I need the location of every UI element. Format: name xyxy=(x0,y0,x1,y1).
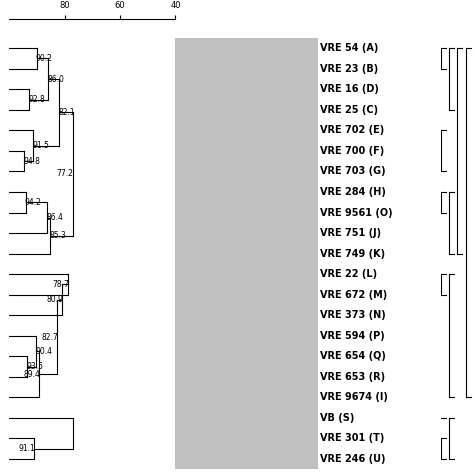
Text: VRE 702 (E): VRE 702 (E) xyxy=(320,125,384,136)
Text: VRE 301 (T): VRE 301 (T) xyxy=(320,433,384,444)
Text: VRE 672 (M): VRE 672 (M) xyxy=(320,290,387,300)
Text: 90.4: 90.4 xyxy=(35,346,52,356)
Text: 77.2: 77.2 xyxy=(57,170,73,179)
Text: 91.5: 91.5 xyxy=(32,141,49,150)
Text: 82.7: 82.7 xyxy=(42,333,58,342)
Text: VRE 749 (K): VRE 749 (K) xyxy=(320,248,385,259)
Text: VRE 751 (J): VRE 751 (J) xyxy=(320,228,381,238)
Text: 94.2: 94.2 xyxy=(25,198,42,207)
Text: VRE 9674 (I): VRE 9674 (I) xyxy=(320,392,388,402)
Text: 86.4: 86.4 xyxy=(46,213,63,222)
Text: VRE 16 (D): VRE 16 (D) xyxy=(320,84,379,94)
Text: VRE 654 (Q): VRE 654 (Q) xyxy=(320,351,386,361)
Text: 90.2: 90.2 xyxy=(36,54,53,63)
Text: 82.1: 82.1 xyxy=(58,108,75,117)
Text: 93.5: 93.5 xyxy=(27,362,44,371)
Text: VRE 25 (C): VRE 25 (C) xyxy=(320,105,378,115)
Text: VRE 246 (U): VRE 246 (U) xyxy=(320,454,385,464)
Text: 86.0: 86.0 xyxy=(47,74,64,83)
Text: VRE 22 (L): VRE 22 (L) xyxy=(320,269,377,279)
Text: 78.7: 78.7 xyxy=(53,280,70,289)
Text: VRE 703 (G): VRE 703 (G) xyxy=(320,166,386,176)
Text: VRE 54 (A): VRE 54 (A) xyxy=(320,43,378,53)
Text: 91.1: 91.1 xyxy=(18,444,35,453)
Text: 92.8: 92.8 xyxy=(28,95,46,104)
Text: VRE 284 (H): VRE 284 (H) xyxy=(320,187,386,197)
Text: VRE 9561 (O): VRE 9561 (O) xyxy=(320,208,392,218)
Text: 85.3: 85.3 xyxy=(49,231,66,240)
Text: VRE 700 (F): VRE 700 (F) xyxy=(320,146,384,156)
Text: 89.4: 89.4 xyxy=(23,370,40,379)
Text: VB (S): VB (S) xyxy=(320,413,355,423)
Text: VRE 594 (P): VRE 594 (P) xyxy=(320,331,385,341)
Text: VRE 23 (B): VRE 23 (B) xyxy=(320,64,378,74)
Text: VRE 373 (N): VRE 373 (N) xyxy=(320,310,386,320)
Text: 94.8: 94.8 xyxy=(23,157,40,165)
Text: VRE 653 (R): VRE 653 (R) xyxy=(320,372,385,382)
Text: 80.9: 80.9 xyxy=(46,295,64,304)
